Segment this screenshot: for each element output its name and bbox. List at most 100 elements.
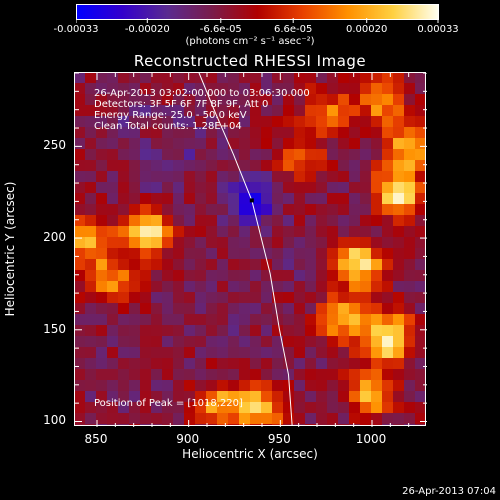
heatmap-cell <box>195 424 207 426</box>
heatmap-cell <box>228 138 240 150</box>
heatmap-cell <box>195 83 207 95</box>
heatmap-cell <box>239 413 251 425</box>
heatmap-cell <box>173 204 185 216</box>
heatmap-cell <box>382 149 394 161</box>
heatmap-cell <box>85 160 97 172</box>
heatmap-cell <box>272 105 284 117</box>
heatmap-cell <box>96 160 108 172</box>
heatmap-cell <box>327 149 339 161</box>
heatmap-cell <box>107 171 119 183</box>
heatmap-cell <box>195 160 207 172</box>
heatmap-cell <box>283 413 295 425</box>
heatmap-cell <box>360 105 372 117</box>
heatmap-cell <box>173 116 185 128</box>
heatmap-cell <box>316 182 328 194</box>
heatmap-cell <box>228 270 240 282</box>
heatmap-cell <box>74 347 86 359</box>
heatmap-cell <box>107 193 119 205</box>
heatmap-cell <box>371 402 383 414</box>
heatmap-cell <box>382 127 394 139</box>
heatmap-cell <box>239 347 251 359</box>
heatmap-cell <box>360 226 372 238</box>
heatmap-cell <box>272 182 284 194</box>
heatmap-cell <box>184 391 196 403</box>
heatmap-cell <box>250 303 262 315</box>
heatmap-cell <box>349 270 361 282</box>
heatmap-cell <box>129 281 141 293</box>
heatmap-cell <box>217 116 229 128</box>
heatmap-cell <box>140 281 152 293</box>
heatmap-cell <box>118 193 130 205</box>
heatmap-cell <box>140 105 152 117</box>
heatmap-cell <box>184 105 196 117</box>
heatmap-cell <box>118 204 130 216</box>
heatmap-cell <box>184 248 196 260</box>
heatmap-cell <box>393 237 405 249</box>
heatmap-cell <box>272 160 284 172</box>
heatmap-cell <box>305 237 317 249</box>
heatmap-cell <box>206 424 218 426</box>
heatmap-cell <box>85 413 97 425</box>
heatmap-cell <box>294 226 306 238</box>
heatmap-cell <box>327 336 339 348</box>
heatmap-cell <box>151 303 163 315</box>
heatmap-cell <box>294 358 306 370</box>
heatmap-cell <box>206 72 218 84</box>
heatmap-cell <box>107 94 119 106</box>
heatmap-cell <box>96 325 108 337</box>
heatmap-cell <box>283 204 295 216</box>
heatmap-cell <box>173 380 185 392</box>
heatmap-cell <box>393 369 405 381</box>
heatmap-cell <box>327 347 339 359</box>
heatmap-cell <box>184 193 196 205</box>
heatmap-cell <box>173 391 185 403</box>
heatmap-cell <box>206 204 218 216</box>
heatmap-cell <box>195 182 207 194</box>
heatmap-cell <box>151 171 163 183</box>
colorbar-ticks <box>76 18 439 23</box>
colorbar-tick-label: -6.6e-05 <box>199 24 242 35</box>
heatmap-cell <box>85 314 97 326</box>
heatmap-cell <box>129 325 141 337</box>
heatmap-cell <box>184 237 196 249</box>
heatmap-cell <box>96 83 108 95</box>
heatmap-cell <box>118 281 130 293</box>
heatmap-cell <box>393 171 405 183</box>
heatmap-cell <box>239 358 251 370</box>
heatmap-cell <box>316 215 328 227</box>
heatmap-cell <box>349 193 361 205</box>
heatmap-cell <box>96 358 108 370</box>
heatmap-cell <box>173 358 185 370</box>
heatmap-cell <box>283 138 295 150</box>
heatmap-cell <box>294 171 306 183</box>
heatmap-cell <box>272 292 284 304</box>
heatmap-cell <box>118 314 130 326</box>
heatmap-cell <box>85 424 97 426</box>
heatmap-cell <box>217 369 229 381</box>
heatmap-cell <box>327 171 339 183</box>
heatmap-cell <box>382 336 394 348</box>
heatmap-cell <box>371 138 383 150</box>
heatmap-cell <box>338 391 350 403</box>
heatmap-cell <box>184 281 196 293</box>
heatmap-cell <box>195 347 207 359</box>
time-range-annotation: 26-Apr-2013 03:02:00.000 to 03:06:30.000 <box>94 88 310 99</box>
heatmap-cell <box>118 369 130 381</box>
heatmap-cell <box>316 193 328 205</box>
heatmap-cell <box>272 204 284 216</box>
heatmap-cell <box>283 94 295 106</box>
heatmap-cell <box>371 182 383 194</box>
heatmap-cell <box>349 424 361 426</box>
heatmap-cell <box>107 237 119 249</box>
heatmap-cell <box>250 171 262 183</box>
heatmap-cell <box>129 138 141 150</box>
heatmap-cell <box>140 149 152 161</box>
heatmap-cell <box>415 424 426 426</box>
heatmap-cell <box>162 358 174 370</box>
heatmap-cell <box>360 149 372 161</box>
heatmap-cell <box>327 160 339 172</box>
heatmap-cell <box>228 248 240 260</box>
heatmap-cell <box>206 83 218 95</box>
heatmap-cell <box>261 303 273 315</box>
heatmap-cell <box>327 204 339 216</box>
